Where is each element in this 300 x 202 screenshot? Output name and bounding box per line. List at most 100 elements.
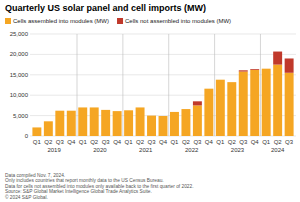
y-tick-label: 25,000 <box>10 31 29 37</box>
bar <box>250 69 259 71</box>
year-label: 2021 <box>139 147 153 153</box>
bar <box>136 107 145 108</box>
x-tick-label: Q3 <box>193 139 202 145</box>
bar <box>101 110 110 136</box>
bar <box>285 58 294 72</box>
group-separator <box>168 34 169 136</box>
bar <box>239 70 248 71</box>
legend-swatch <box>117 18 123 24</box>
group-separator <box>122 34 123 136</box>
bar <box>147 115 156 116</box>
bar <box>285 73 294 136</box>
x-tick-label: Q3 <box>285 139 294 145</box>
legend: Cells assembled into modules (MW) Cells n… <box>5 18 231 24</box>
x-tick-label: Q1 <box>79 139 88 145</box>
bar <box>101 109 110 110</box>
bar <box>67 110 76 111</box>
bars <box>32 52 293 136</box>
x-tick-label: Q2 <box>274 139 283 145</box>
group-separator <box>260 34 261 136</box>
legend-label: Cells assembled into modules (MW) <box>13 18 109 24</box>
bar <box>262 69 271 136</box>
bar <box>147 116 156 136</box>
y-tick-label: 0 <box>25 133 29 139</box>
year-label: 2024 <box>271 147 285 153</box>
y-tick-label: 10,000 <box>10 92 29 98</box>
bar <box>67 111 76 136</box>
bar <box>216 80 225 136</box>
bar <box>113 111 122 112</box>
x-tick-label: Q4 <box>205 139 214 145</box>
bar <box>273 65 282 136</box>
footnote: © 2024 S&P Global. <box>5 194 48 200</box>
bar <box>204 88 213 89</box>
grid-line <box>30 54 296 55</box>
legend-swatch <box>5 18 11 24</box>
bar <box>55 110 64 111</box>
group-separator <box>77 34 78 136</box>
group-separator <box>214 34 215 136</box>
year-label: 2022 <box>185 147 199 153</box>
x-tick-label: Q2 <box>136 139 145 145</box>
bar <box>159 116 168 117</box>
x-tick-label: Q2 <box>182 139 191 145</box>
footnote: Data compiled Nov. 7, 2024. <box>5 173 65 178</box>
bar <box>239 72 248 136</box>
bar <box>113 111 122 136</box>
year-label: 2019 <box>47 147 61 153</box>
bar <box>193 105 202 136</box>
x-tick-label: Q4 <box>251 139 260 145</box>
legend-label: Cells not assembled into modules (MW) <box>125 18 231 24</box>
x-tick-label: Q3 <box>56 139 65 145</box>
chart: Quarterly US solar panel and cell import… <box>0 0 300 202</box>
bar <box>204 89 213 136</box>
x-tick-label: Q2 <box>44 139 53 145</box>
title: Quarterly US solar panel and cell import… <box>5 3 206 13</box>
bar <box>181 109 190 136</box>
x-tick-label: Q4 <box>159 139 168 145</box>
bar <box>193 101 202 105</box>
bar <box>159 116 168 136</box>
x-tick-label: Q3 <box>148 139 157 145</box>
x-tick-label: Q2 <box>90 139 99 145</box>
bar <box>78 107 87 136</box>
y-tick-label: 20,000 <box>10 51 29 57</box>
bar <box>262 68 271 69</box>
y-tick-label: 5,000 <box>13 113 29 119</box>
bar <box>124 110 133 111</box>
bar <box>216 79 225 80</box>
y-tick-label: 15,000 <box>10 72 29 78</box>
footnote: Source: S&P Global Market Intelligence G… <box>5 189 152 194</box>
x-tick-label: Q1 <box>262 139 271 145</box>
x-tick-label: Q1 <box>125 139 134 145</box>
x-tick-label: Q1 <box>33 139 42 145</box>
bar <box>55 111 64 136</box>
x-tick-label: Q4 <box>113 139 122 145</box>
bar <box>44 121 53 122</box>
x-tick-label: Q2 <box>228 139 237 145</box>
x-tick-label: Q1 <box>216 139 225 145</box>
bar <box>227 82 236 83</box>
bar <box>90 107 99 108</box>
x-tick-label: Q3 <box>239 139 248 145</box>
bar <box>44 121 53 136</box>
bar <box>250 70 259 136</box>
year-label: 2020 <box>93 147 107 153</box>
x-tick-label: Q3 <box>102 139 111 145</box>
x-tick-label: Q1 <box>170 139 179 145</box>
bar <box>78 107 87 108</box>
bar <box>170 112 179 136</box>
bar <box>273 52 282 65</box>
year-label: 2023 <box>231 147 245 153</box>
bar <box>170 111 179 112</box>
bar <box>32 127 41 128</box>
bar <box>124 110 133 136</box>
bar <box>227 82 236 136</box>
footnote: Data for cells not assembled into module… <box>5 184 194 189</box>
x-tick-label: Q4 <box>67 139 76 145</box>
bar <box>32 127 41 136</box>
footnote: Only includes countries that report mont… <box>5 178 164 183</box>
bar <box>90 107 99 136</box>
bar <box>181 109 190 110</box>
bar <box>136 107 145 136</box>
